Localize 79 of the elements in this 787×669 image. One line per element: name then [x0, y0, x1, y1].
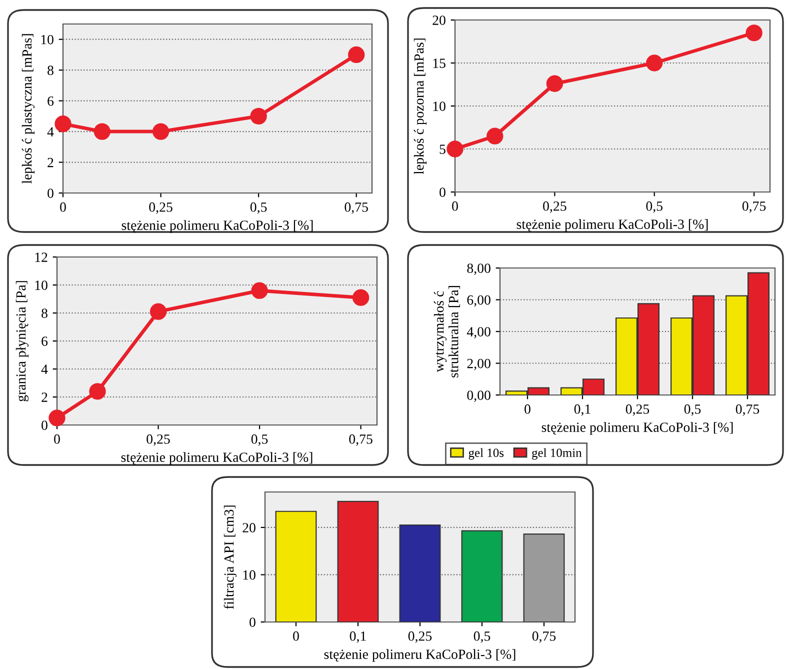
x-tick-label: 0,25 [408, 631, 432, 643]
y-tick-label: 2 [48, 158, 54, 168]
legend-label: gel 10min [532, 448, 582, 460]
y-tick-label: 0,00 [467, 390, 490, 402]
point [150, 303, 167, 320]
y-tick-label: 0 [48, 188, 54, 198]
x-tick-label: 0,1 [574, 404, 590, 416]
y-tick-label: 20 [432, 16, 446, 25]
x-tick-label: 0,25 [543, 201, 566, 213]
x-tick-label: 0,5 [251, 434, 268, 446]
point [48, 410, 66, 426]
x-tick-label: 0,5 [646, 201, 663, 213]
point [251, 282, 268, 299]
y-axis-title: wytrzymałoś ć strukturalna [Pa] [434, 286, 460, 378]
y-tick-label: 2,00 [467, 358, 490, 370]
x-tick-label: 0,75 [742, 201, 766, 213]
x-axis-title: stężenie polimeru KaCoPoli-3 [%] [121, 452, 312, 465]
x-tick-label: 0,25 [146, 434, 170, 446]
y-tick-label: 8,00 [467, 264, 490, 275]
y-tick-label: 0 [440, 188, 446, 197]
y-tick-label: 0 [42, 420, 48, 430]
point [646, 54, 663, 72]
x-tick-label: 0,5 [474, 631, 490, 643]
y-tick-label: 2 [42, 392, 48, 402]
x-tick-label: 0 [524, 404, 530, 414]
y-axis-title: granica płynięcia [Pa] [16, 281, 29, 402]
y-tick-label: 4 [47, 127, 54, 136]
x-tick-label: 0,75 [349, 434, 372, 446]
point [746, 24, 762, 42]
x-tick-label: 0 [452, 201, 458, 211]
point [89, 383, 106, 400]
y-tick-label: 10 [433, 102, 446, 111]
bar [523, 534, 565, 622]
legend-label: gel 10s [468, 448, 504, 460]
x-tick-label: 0,5 [250, 202, 267, 214]
y-tick-label: 4,00 [466, 327, 490, 338]
point [352, 289, 370, 306]
y-tick-label: 5 [440, 144, 446, 154]
y-tick-label: 12 [35, 252, 48, 262]
x-tick-label: 0,5 [684, 404, 701, 416]
y-tick-label: 10 [35, 280, 48, 290]
bar [337, 500, 379, 622]
y-axis-title: lepkoś ć pozorna [mPas] [414, 38, 427, 174]
x-axis-title: stężenie polimeru KaCoPoli-3 [%] [122, 220, 313, 233]
x-tick-label: 0 [293, 631, 299, 641]
point [94, 123, 110, 140]
x-tick-label: 0,1 [350, 631, 366, 643]
y-tick-label: 10 [41, 34, 54, 44]
y-tick-label: 20 [242, 523, 256, 532]
point [546, 75, 564, 92]
y-tick-label: 6,00 [467, 295, 490, 307]
point [348, 46, 365, 64]
bar [461, 530, 503, 622]
point [152, 123, 170, 140]
y-tick-label: 8 [48, 66, 54, 76]
y-axis-title: lepkoś ć plastyczna [mPas] [22, 34, 35, 184]
x-axis-title: stężenie polimeru KaCoPoli-3 [%] [516, 219, 708, 232]
point [486, 128, 504, 144]
x-tick-label: 0,75 [736, 404, 760, 416]
y-tick-label: 6 [42, 336, 48, 346]
y-tick-label: 4 [41, 364, 48, 374]
y-tick-label: 10 [243, 570, 256, 580]
y-tick-label: 15 [433, 58, 446, 68]
x-tick-label: 0,25 [626, 404, 650, 416]
point [446, 140, 464, 158]
x-axis-title: stężenie polimeru KaCoPoli-3 [%] [542, 422, 733, 435]
y-tick-label: 8 [42, 308, 48, 318]
x-tick-label: 0,75 [344, 202, 368, 214]
y-tick-label: 6 [48, 96, 54, 106]
y-axis-title: filtracja API [cm3] [224, 506, 237, 610]
bar [399, 524, 441, 622]
x-tick-label: 0,75 [532, 631, 556, 643]
x-axis-title: stężenie polimeru KaCoPoli-3 [%] [324, 649, 516, 662]
y-tick-label: 0 [250, 618, 256, 627]
bar [275, 510, 317, 622]
x-tick-label: 0 [60, 202, 66, 212]
point [250, 108, 267, 125]
x-tick-label: 0,25 [149, 202, 172, 214]
point [54, 116, 72, 132]
